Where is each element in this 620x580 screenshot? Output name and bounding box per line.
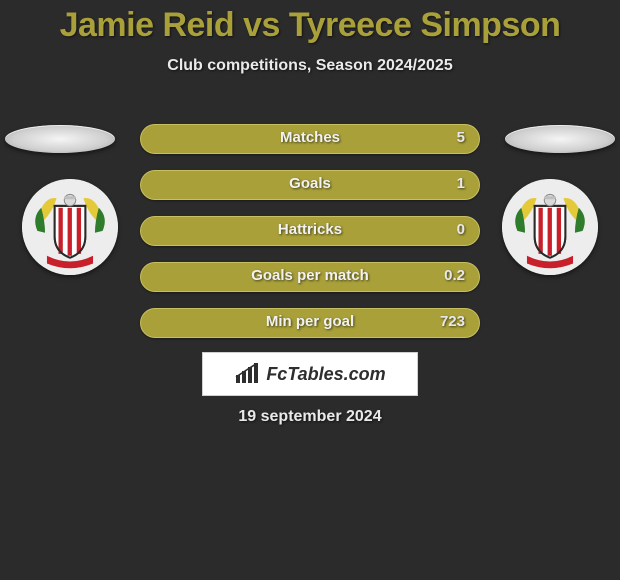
club-crest-right bbox=[502, 179, 598, 275]
stat-label: Hattricks bbox=[141, 221, 479, 238]
stat-value: 723 bbox=[440, 313, 465, 330]
club-crest-left bbox=[22, 179, 118, 275]
player-photo-placeholder-right bbox=[505, 125, 615, 153]
stat-row-matches: Matches 5 bbox=[140, 124, 480, 154]
stat-value: 0 bbox=[457, 221, 465, 238]
stat-label: Goals bbox=[141, 175, 479, 192]
stat-value: 5 bbox=[457, 129, 465, 146]
bar-chart-icon bbox=[234, 363, 260, 385]
stats-panel: Matches 5 Goals 1 Hattricks 0 Goals per … bbox=[140, 124, 480, 354]
stat-row-goals-per-match: Goals per match 0.2 bbox=[140, 262, 480, 292]
subtitle: Club competitions, Season 2024/2025 bbox=[0, 57, 620, 75]
stat-value: 0.2 bbox=[444, 267, 465, 284]
player-photo-placeholder-left bbox=[5, 125, 115, 153]
stat-row-hattricks: Hattricks 0 bbox=[140, 216, 480, 246]
page-title: Jamie Reid vs Tyreece Simpson bbox=[0, 0, 620, 45]
brand-text: FcTables.com bbox=[266, 364, 385, 385]
stat-label: Goals per match bbox=[141, 267, 479, 284]
stat-label: Matches bbox=[141, 129, 479, 146]
stat-label: Min per goal bbox=[141, 313, 479, 330]
stat-row-goals: Goals 1 bbox=[140, 170, 480, 200]
brand-badge: FcTables.com bbox=[202, 352, 418, 396]
stat-row-min-per-goal: Min per goal 723 bbox=[140, 308, 480, 338]
stat-value: 1 bbox=[457, 175, 465, 192]
date-text: 19 september 2024 bbox=[0, 408, 620, 426]
